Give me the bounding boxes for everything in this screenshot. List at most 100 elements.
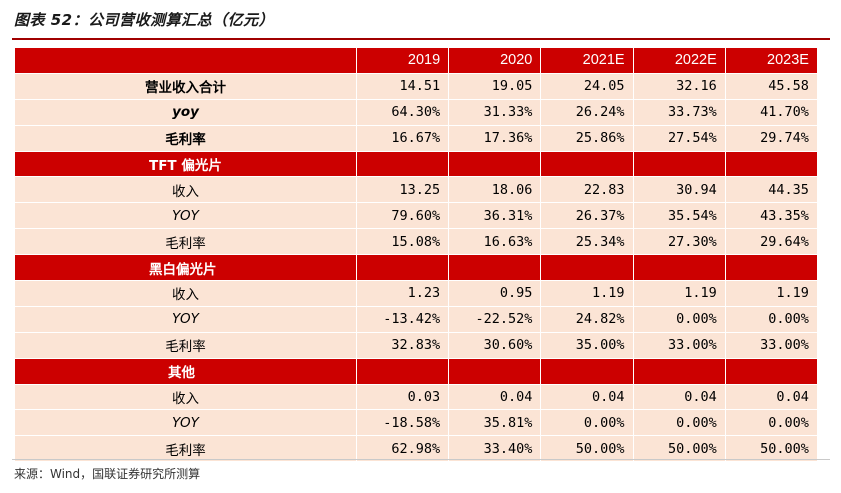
cell-value: 16.63% [448,228,542,256]
row-label: 收入 [14,383,357,411]
cell-value: 35.81% [448,409,542,437]
cell-value: 33.73% [632,98,726,126]
cell-value: 0.04 [540,383,634,411]
cell-value: 31.33% [448,98,542,126]
cell-value: 1.23 [355,280,450,307]
cell-value: 0.00% [632,305,726,333]
table-row: 毛利率 62.98% 33.40% 50.00% 50.00% 50.00% [14,435,818,463]
cell-value: 29.74% [724,124,818,152]
row-label: 毛利率 [14,124,357,152]
cell-value: 62.98% [355,435,450,463]
header-corner [14,47,357,74]
cell-value: 30.94 [632,176,726,204]
column-header: 2019 [355,47,450,74]
row-label: YOY [14,202,357,230]
footer-divider [12,459,830,460]
cell-value: 18.06 [448,176,542,204]
table-row: YOY -13.42% -22.52% 24.82% 0.00% 0.00% [14,305,818,333]
cell-value: 36.31% [448,202,542,230]
segment-name: 其他 [14,357,357,385]
cell-value: 27.54% [632,124,726,152]
row-label: yoy [14,98,357,126]
table-row: yoy 64.30% 31.33% 26.24% 33.73% 41.70% [14,98,818,126]
cell-value: 44.35 [724,176,818,204]
row-label: 毛利率 [14,228,357,256]
cell-value: 25.86% [540,124,634,152]
table-row: 收入 13.25 18.06 22.83 30.94 44.35 [14,176,818,204]
cell-value: 43.35% [724,202,818,230]
segment-name: TFT 偏光片 [14,150,357,178]
column-header: 2020 [448,47,542,74]
cell-value: 24.05 [540,72,634,100]
segment-header-row: 黑白偏光片 [14,254,818,282]
cell-value: 25.34% [540,228,634,256]
cell-value: 50.00% [724,435,818,463]
header-row: 2019 2020 2021E 2022E 2023E [14,47,818,74]
table-row: 营业收入合计 14.51 19.05 24.05 32.16 45.58 [14,72,818,100]
cell-value: 22.83 [540,176,634,204]
cell-value: 45.58 [724,72,818,100]
table-row: 收入 1.23 0.95 1.19 1.19 1.19 [14,280,818,307]
row-label: YOY [14,305,357,333]
cell-value: 26.37% [540,202,634,230]
cell-value: 27.30% [632,228,726,256]
column-header: 2021E [540,47,634,74]
title-divider [12,38,830,40]
table-row: YOY 79.60% 36.31% 26.37% 35.54% 43.35% [14,202,818,230]
table-row: 毛利率 16.67% 17.36% 25.86% 27.54% 29.74% [14,124,818,152]
cell-value: 33.00% [724,331,818,359]
segment-header-row: 其他 [14,357,818,385]
table-row: 毛利率 15.08% 16.63% 25.34% 27.30% 29.64% [14,228,818,256]
cell-value: 0.03 [355,383,450,411]
cell-value: 24.82% [540,305,634,333]
cell-value: 1.19 [632,280,726,307]
column-header: 2022E [632,47,726,74]
cell-value: 33.00% [632,331,726,359]
table-row: 收入 0.03 0.04 0.04 0.04 0.04 [14,383,818,411]
cell-value: 16.67% [355,124,450,152]
segment-name: 黑白偏光片 [14,254,357,282]
cell-value: 17.36% [448,124,542,152]
row-label: YOY [14,409,357,437]
cell-value: 19.05 [448,72,542,100]
cell-value: 1.19 [540,280,634,307]
cell-value: 0.95 [448,280,542,307]
cell-value: 14.51 [355,72,450,100]
cell-value: 1.19 [724,280,818,307]
table-row: YOY -18.58% 35.81% 0.00% 0.00% 0.00% [14,409,818,437]
segment-header-row: TFT 偏光片 [14,150,818,178]
cell-value: 30.60% [448,331,542,359]
cell-value: 32.16 [632,72,726,100]
cell-value: 0.00% [724,305,818,333]
cell-value: 0.00% [632,409,726,437]
revenue-estimate-table: 2019 2020 2021E 2022E 2023E 营业收入合计 14.51… [14,47,818,463]
table-row: 毛利率 32.83% 30.60% 35.00% 33.00% 33.00% [14,331,818,359]
cell-value: 50.00% [632,435,726,463]
row-label: 毛利率 [14,331,357,359]
figure-title: 图表 52：公司营收测算汇总（亿元） [14,11,275,29]
row-label: 毛利率 [14,435,357,463]
cell-value: 0.04 [724,383,818,411]
row-label: 收入 [14,176,357,204]
cell-value: 0.04 [448,383,542,411]
cell-value: 35.00% [540,331,634,359]
column-header: 2023E [724,47,818,74]
row-label: 收入 [14,280,357,307]
cell-value: 26.24% [540,98,634,126]
cell-value: -13.42% [355,305,450,333]
cell-value: 33.40% [448,435,542,463]
cell-value: -18.58% [355,409,450,437]
cell-value: 32.83% [355,331,450,359]
cell-value: 64.30% [355,98,450,126]
cell-value: 35.54% [632,202,726,230]
cell-value: 79.60% [355,202,450,230]
cell-value: 41.70% [724,98,818,126]
cell-value: -22.52% [448,305,542,333]
cell-value: 15.08% [355,228,450,256]
row-label: 营业收入合计 [14,72,357,100]
cell-value: 50.00% [540,435,634,463]
cell-value: 0.00% [724,409,818,437]
cell-value: 29.64% [724,228,818,256]
cell-value: 0.00% [540,409,634,437]
source-note: 来源：Wind，国联证券研究所测算 [14,467,201,481]
